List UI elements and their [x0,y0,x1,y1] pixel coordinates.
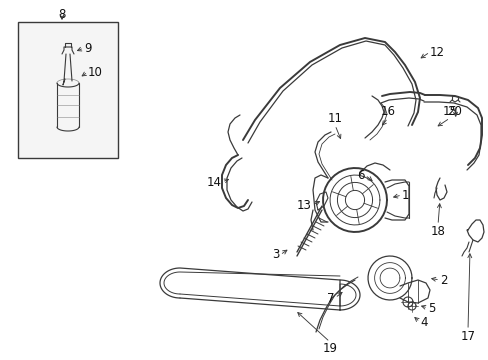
Text: 9: 9 [84,41,91,54]
Text: 15: 15 [442,105,456,118]
Text: 16: 16 [380,105,395,118]
Bar [18,22,118,158]
Text: 18: 18 [429,225,445,238]
Text: 12: 12 [429,45,444,59]
Text: 13: 13 [297,198,311,212]
Text: 6: 6 [357,168,364,181]
Text: 2: 2 [439,274,447,287]
Text: 3: 3 [272,248,280,261]
Text: 10: 10 [88,66,102,78]
Text: 1: 1 [401,189,408,202]
Text: 4: 4 [419,315,427,328]
Text: 14: 14 [206,176,222,189]
Text: 19: 19 [322,342,337,355]
Text: 17: 17 [460,330,474,343]
Text: 5: 5 [427,302,434,315]
Text: 8: 8 [58,8,65,21]
Text: 20: 20 [447,105,462,118]
Text: 7: 7 [327,292,334,305]
Text: 11: 11 [327,112,342,125]
